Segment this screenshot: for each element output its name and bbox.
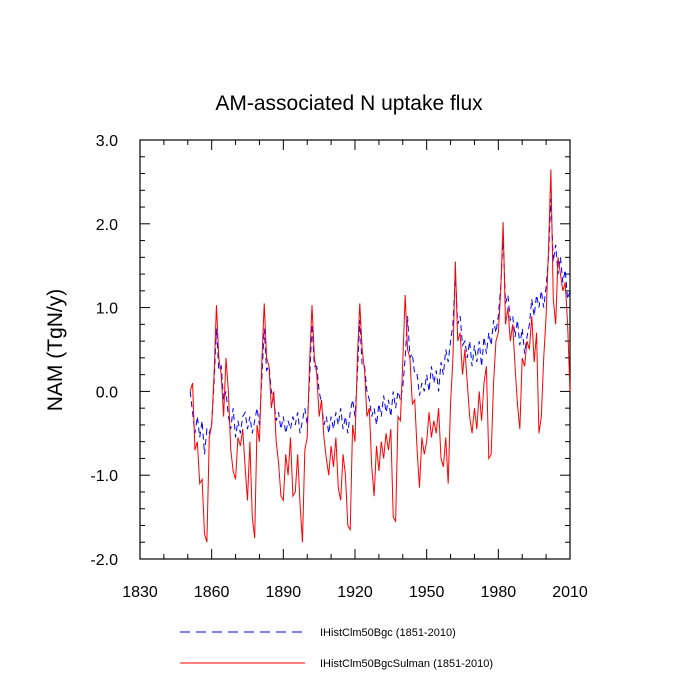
axis-ticks xyxy=(139,139,571,560)
y-tick-label: -2.0 xyxy=(90,552,118,569)
y-tick-label: 2.0 xyxy=(96,217,118,234)
legend: IHistClm50Bgc (1851-2010) IHistClm50BgcSu… xyxy=(180,627,493,670)
chart-title: AM-associated N uptake flux xyxy=(215,92,483,115)
series-line-1 xyxy=(189,198,571,455)
series-line-2 xyxy=(189,169,571,543)
y-tick-label: 0.0 xyxy=(96,384,118,401)
y-tick-label: -1.0 xyxy=(90,468,118,485)
y-axis-label: NAM (TgN/y) xyxy=(44,289,67,412)
x-tick-label: 1830 xyxy=(122,584,158,601)
y-tick-label: 3.0 xyxy=(96,133,118,150)
x-tick-label: 1950 xyxy=(409,584,445,601)
axis-tick-labels: 1830 1860 1890 1920 1950 1980 2010 -2.0 -1.0 0.0 1… xyxy=(90,133,587,601)
legend-label-1: IHistClm50Bgc (1851-2010) xyxy=(320,627,456,639)
y-tick-label: 1.0 xyxy=(96,301,118,318)
series-layer xyxy=(189,169,571,543)
legend-label-2: IHistClm50BgcSulman (1851-2010) xyxy=(320,658,493,670)
x-tick-label: 1920 xyxy=(337,584,373,601)
plot-frame xyxy=(139,139,571,560)
x-tick-label: 2010 xyxy=(552,584,588,601)
x-tick-label: 1860 xyxy=(194,584,230,601)
x-tick-label: 1980 xyxy=(481,584,517,601)
x-tick-label: 1890 xyxy=(266,584,302,601)
